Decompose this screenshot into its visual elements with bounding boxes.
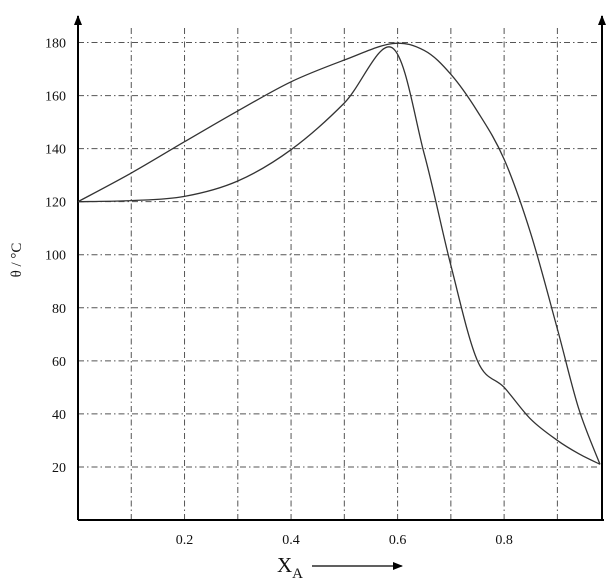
y-tick-label: 180: [45, 37, 66, 52]
x-tick-label: 0.2: [176, 533, 194, 548]
x-tick-label: 0.4: [282, 533, 300, 548]
y-tick-label: 100: [45, 249, 66, 264]
x-tick-label: 0.6: [389, 533, 407, 548]
grid-layer: [78, 28, 600, 520]
y-tick-label: 120: [45, 196, 66, 211]
series-line-2: [77, 46, 601, 465]
y-tick-label: 160: [45, 90, 66, 105]
series-layer: [77, 42, 601, 465]
y-axis-title: θ / °C: [9, 243, 25, 278]
y-tick-label: 20: [52, 461, 66, 476]
y-tick-label: 40: [52, 408, 66, 423]
label-layer: 20 40 60 80 100 120 140 160 180 0.2 0.4 0.6 0.8 θ / °…: [9, 37, 513, 582]
axis-layer: [74, 15, 606, 521]
series-line-1: [77, 42, 601, 465]
x-axis-title-main: X: [277, 553, 292, 577]
x-axis-title-subscript: A: [292, 566, 303, 582]
x-tick-label: 0.8: [495, 533, 513, 548]
x-axis-title: XA: [277, 553, 303, 582]
y-tick-label: 80: [52, 302, 66, 317]
y-tick-label: 60: [52, 355, 66, 370]
y-tick-label: 140: [45, 143, 66, 158]
